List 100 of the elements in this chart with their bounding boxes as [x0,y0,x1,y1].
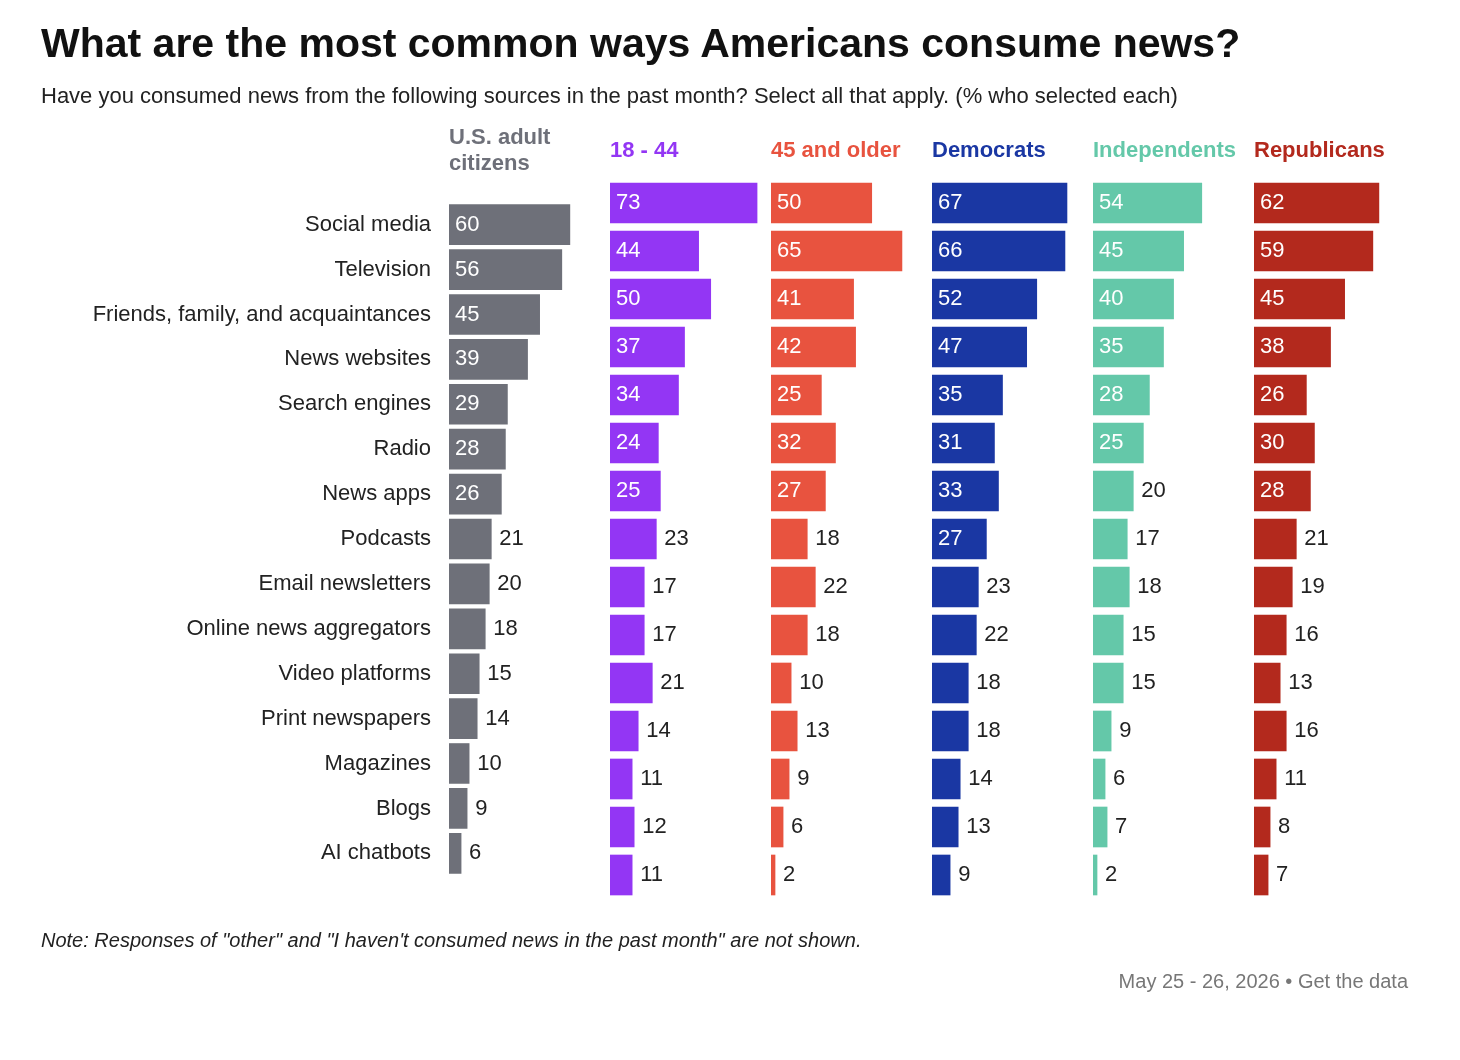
data-label: 17 [652,573,677,599]
data-label: 12 [642,813,667,839]
bar [1254,182,1380,224]
bar [1254,326,1331,368]
bar [449,428,506,470]
bar [610,614,645,656]
bar [771,518,808,560]
data-label: 26 [1260,381,1285,407]
bar [449,653,480,695]
bar [1093,326,1164,368]
bar [771,374,822,416]
y-tick-label: Podcasts [340,525,431,551]
data-label: 73 [616,189,641,215]
y-tick-label: Email newsletters [258,569,431,595]
data-label: 9 [958,861,971,887]
bar [1254,854,1269,896]
bar [771,566,816,608]
bar [449,833,462,874]
data-label: 27 [938,525,963,551]
data-label: 38 [1260,333,1285,359]
y-tick-label: Online news aggregators [186,614,431,640]
bar [1254,614,1287,656]
data-label: 18 [815,525,840,551]
bar [771,662,792,704]
y-tick-label: Magazines [324,749,431,775]
bar [932,566,979,608]
data-label: 45 [455,300,480,326]
data-label: 11 [1284,765,1307,791]
bar [449,608,486,650]
bar [449,788,468,829]
bar [932,470,999,512]
bar [932,806,959,848]
bar [1254,662,1281,704]
bar [449,204,571,245]
data-label: 20 [1141,477,1166,503]
chart-subtitle: Have you consumed news from the following sources in the past month? Select all that apply. (% who selected each) [41,83,1179,109]
data-label: 26 [455,480,480,506]
bar [932,758,961,800]
data-label: 23 [986,573,1011,599]
bar [449,743,470,784]
bar [1093,566,1130,608]
data-label: 54 [1099,189,1124,215]
bar [932,662,969,704]
y-tick-label: Social media [305,210,432,236]
bar [932,374,1003,416]
bar [449,698,478,739]
data-label: 29 [455,390,480,416]
data-label: 33 [938,477,963,503]
y-tick-label: News websites [284,345,431,371]
bar [610,710,639,752]
bar [610,278,712,320]
y-tick-label: Radio [373,435,431,461]
data-label: 21 [499,525,524,551]
data-label: 18 [976,717,1001,743]
y-tick-label: AI chatbots [320,839,431,865]
data-label: 10 [799,669,824,695]
data-label: 16 [1294,621,1319,647]
data-label: 42 [777,333,802,359]
bar [1254,422,1315,464]
data-label: 9 [475,794,488,820]
bar [449,383,508,425]
bar [1093,230,1184,272]
y-tick-label: Friends, family, and acquaintances [92,300,431,326]
data-label: 41 [777,285,802,311]
bar [932,710,969,752]
bar [1093,662,1124,704]
data-label: 9 [797,765,810,791]
data-label: 18 [1137,573,1162,599]
bar [1254,758,1277,800]
bar [610,230,699,272]
bar [1093,614,1124,656]
bar [449,249,563,290]
chart-title: What are the most common ways Americans consume news? [41,20,1242,67]
data-label: 18 [976,669,1001,695]
bar [610,518,657,560]
bar [1093,758,1106,800]
bar [771,758,790,800]
bar [932,326,1028,368]
data-label: 17 [652,621,677,647]
y-tick-label: Search engines [278,390,431,416]
data-label: 50 [777,189,802,215]
bar [1254,374,1307,416]
series-label: 18 - 44 [610,136,680,164]
bar [1093,470,1134,512]
data-label: 15 [1131,621,1156,647]
bar [771,230,903,272]
data-label: 14 [646,717,671,743]
data-label: 47 [938,333,963,359]
data-label: 40 [1099,285,1124,311]
data-label: 2 [1105,861,1118,887]
bar [932,854,951,896]
data-label: 25 [777,381,802,407]
text: Note: Responses of "other" and "I haven't consumed news in the past month" are not shown. [41,929,863,952]
bar [932,614,977,656]
data-label: 52 [938,285,963,311]
data-label: 25 [1099,429,1124,455]
data-label: 13 [805,717,830,743]
bar [610,854,633,896]
data-label: 13 [1288,669,1313,695]
bar [771,710,798,752]
